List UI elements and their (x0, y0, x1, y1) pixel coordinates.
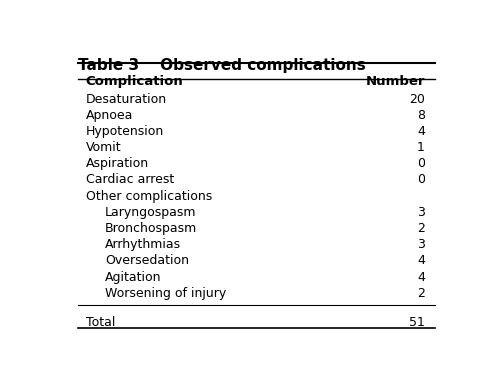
Text: Complication: Complication (86, 75, 184, 88)
Text: Oversedation: Oversedation (105, 254, 189, 267)
Text: 0: 0 (417, 158, 425, 170)
Text: Worsening of injury: Worsening of injury (105, 286, 226, 300)
Text: 2: 2 (417, 222, 425, 235)
Text: 8: 8 (417, 109, 425, 122)
Text: Bronchospasm: Bronchospasm (105, 222, 198, 235)
Text: 3: 3 (417, 238, 425, 251)
Text: Arrhythmias: Arrhythmias (105, 238, 181, 251)
Text: 4: 4 (417, 125, 425, 138)
Text: 2: 2 (417, 286, 425, 300)
Text: 3: 3 (417, 206, 425, 219)
Text: Vomit: Vomit (86, 141, 122, 154)
Text: 20: 20 (409, 93, 425, 106)
Text: Other complications: Other complications (86, 190, 212, 202)
Text: Number: Number (366, 75, 425, 88)
Text: Total: Total (86, 316, 115, 329)
Text: Table 3    Observed complications: Table 3 Observed complications (78, 58, 366, 73)
Text: Agitation: Agitation (105, 270, 162, 284)
Text: Desaturation: Desaturation (86, 93, 167, 106)
Text: 0: 0 (417, 174, 425, 186)
Text: Cardiac arrest: Cardiac arrest (86, 174, 174, 186)
Text: 51: 51 (409, 316, 425, 329)
Text: 4: 4 (417, 254, 425, 267)
Text: 4: 4 (417, 270, 425, 284)
Text: Aspiration: Aspiration (86, 158, 149, 170)
Text: 1: 1 (417, 141, 425, 154)
Text: Apnoea: Apnoea (86, 109, 133, 122)
Text: Laryngospasm: Laryngospasm (105, 206, 196, 219)
Text: Hypotension: Hypotension (86, 125, 164, 138)
